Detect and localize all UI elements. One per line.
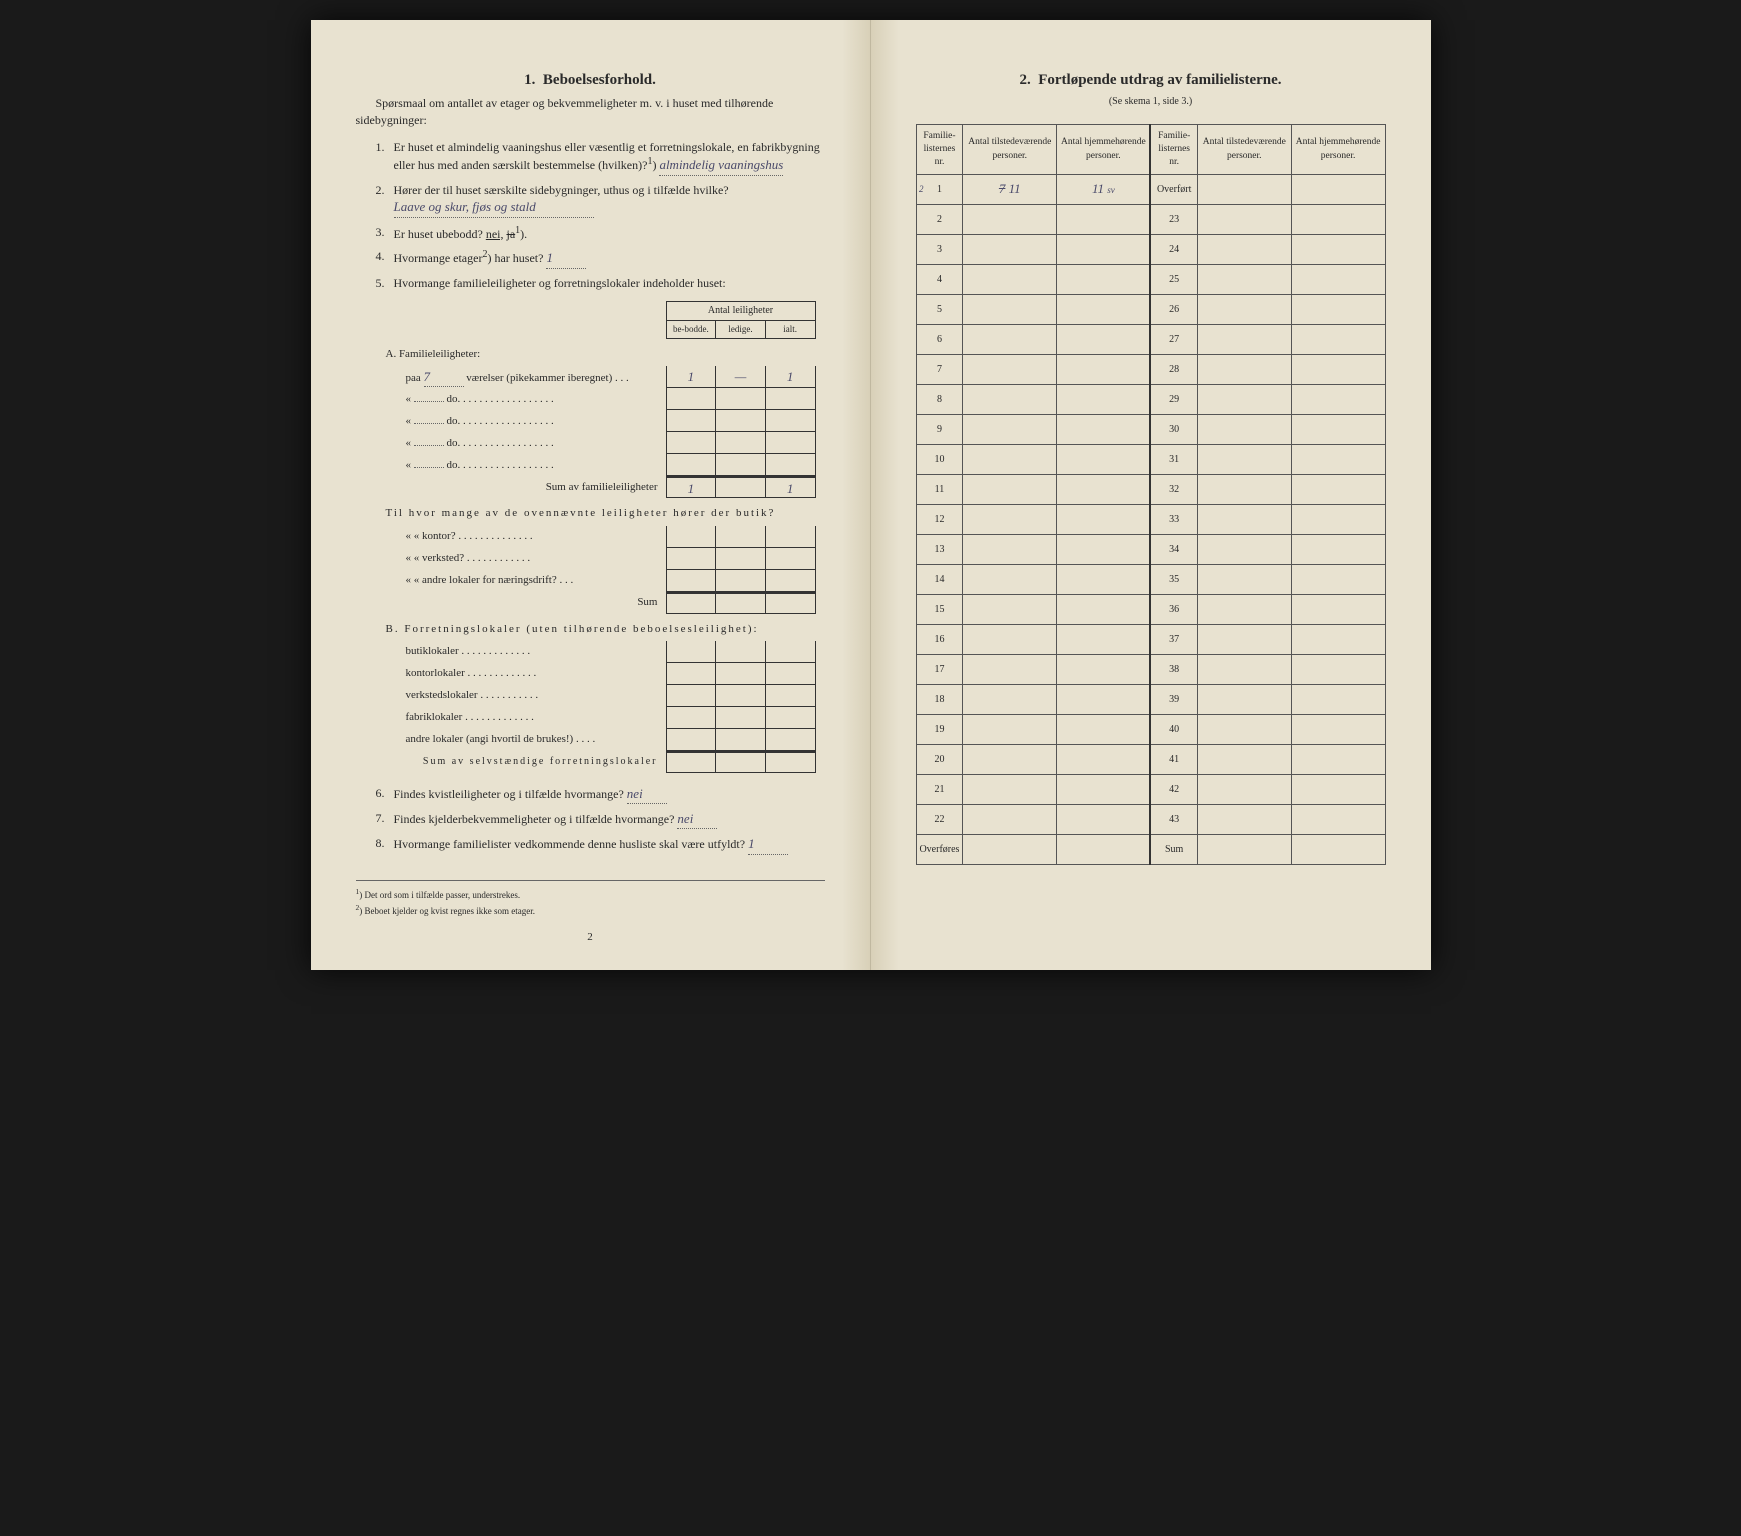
question-8: 8. Hvormange familielister vedkommende d… bbox=[356, 835, 825, 854]
family-table: Familie-listernes nr. Antal tilstedevære… bbox=[916, 124, 1386, 865]
table-row: 728 bbox=[916, 355, 1385, 385]
question-2: 2. Hører der til huset særskilte sidebyg… bbox=[356, 182, 825, 218]
table-row: 223 bbox=[916, 205, 1385, 235]
section-a-row-1: paa 7 værelser (pikekammer iberegnet) . … bbox=[386, 366, 816, 388]
section-2-subtitle: (Se skema 1, side 3.) bbox=[916, 95, 1386, 109]
question-6: 6. Findes kvistleiligheter og i tilfælde… bbox=[356, 785, 825, 804]
intro-text: Spørsmaal om antallet av etager og bekve… bbox=[356, 95, 825, 129]
table-row: 2142 bbox=[916, 775, 1385, 805]
table-row: 829 bbox=[916, 385, 1385, 415]
table-row: 1839 bbox=[916, 685, 1385, 715]
table-row: 425 bbox=[916, 265, 1385, 295]
document-spread: 1. Beboelsesforhold. Spørsmaal om antall… bbox=[311, 20, 1431, 970]
question-4: 4. Hvormange etager2) har huset? 1 bbox=[356, 248, 825, 268]
page-number: 2 bbox=[311, 930, 870, 945]
section-a-title: A. Familieleiligheter: bbox=[386, 347, 816, 362]
table-row: 1536 bbox=[916, 595, 1385, 625]
footnotes: 1) Det ord som i tilfælde passer, unders… bbox=[356, 880, 825, 920]
section-a-sum: Sum av familieleiligheter 1 1 bbox=[386, 476, 816, 498]
left-page: 1. Beboelsesforhold. Spørsmaal om antall… bbox=[311, 20, 871, 970]
family-table-header: Familie-listernes nr. Antal tilstedevære… bbox=[916, 125, 1385, 175]
table-row: 1334 bbox=[916, 535, 1385, 565]
question-3: 3. Er huset ubebodd? nei, ja1). bbox=[356, 224, 825, 243]
table-row: 1637 bbox=[916, 625, 1385, 655]
leilighet-table: Antal leiligheter be-bodde. ledige. ialt… bbox=[386, 301, 816, 773]
table-row: 324 bbox=[916, 235, 1385, 265]
right-page: 2. Fortløpende utdrag av familielisterne… bbox=[871, 20, 1431, 970]
section-b-title: B. Forretningslokaler (uten tilhørende b… bbox=[386, 622, 816, 637]
q1-answer: almindelig vaaningshus bbox=[659, 156, 783, 175]
question-7: 7. Findes kjelderbekvemmeligheter og i t… bbox=[356, 810, 825, 829]
table-row: 1940 bbox=[916, 715, 1385, 745]
table-row: 526 bbox=[916, 295, 1385, 325]
question-1: 1. Er huset et almindelig vaaningshus el… bbox=[356, 139, 825, 176]
table-row: 1738 bbox=[916, 655, 1385, 685]
question-5: 5. Hvormange familieleiligheter og forre… bbox=[356, 275, 825, 292]
q2-answer: Laave og skur, fjøs og stald bbox=[394, 198, 594, 217]
table-row: 2243 bbox=[916, 805, 1385, 835]
table-row: 1132 bbox=[916, 475, 1385, 505]
table-row: 1031 bbox=[916, 445, 1385, 475]
section-2-title: 2. Fortløpende utdrag av familielisterne… bbox=[916, 70, 1386, 91]
section-1-title: 1. Beboelsesforhold. bbox=[356, 70, 825, 91]
table-row: 21 7 11 11 sv Overført bbox=[916, 175, 1385, 205]
q4-answer: 1 bbox=[546, 249, 586, 268]
table-row: 2041 bbox=[916, 745, 1385, 775]
butik-intro: Til hvor mange av de ovennævnte leilighe… bbox=[386, 506, 816, 521]
table-row: 1435 bbox=[916, 565, 1385, 595]
table-row: 627 bbox=[916, 325, 1385, 355]
section-a-row-do: « do. . . . . . . . . . . . . . . . . . bbox=[386, 388, 816, 410]
table-row: 1233 bbox=[916, 505, 1385, 535]
table-footer-row: OverføresSum bbox=[916, 835, 1385, 865]
table-row: 930 bbox=[916, 415, 1385, 445]
